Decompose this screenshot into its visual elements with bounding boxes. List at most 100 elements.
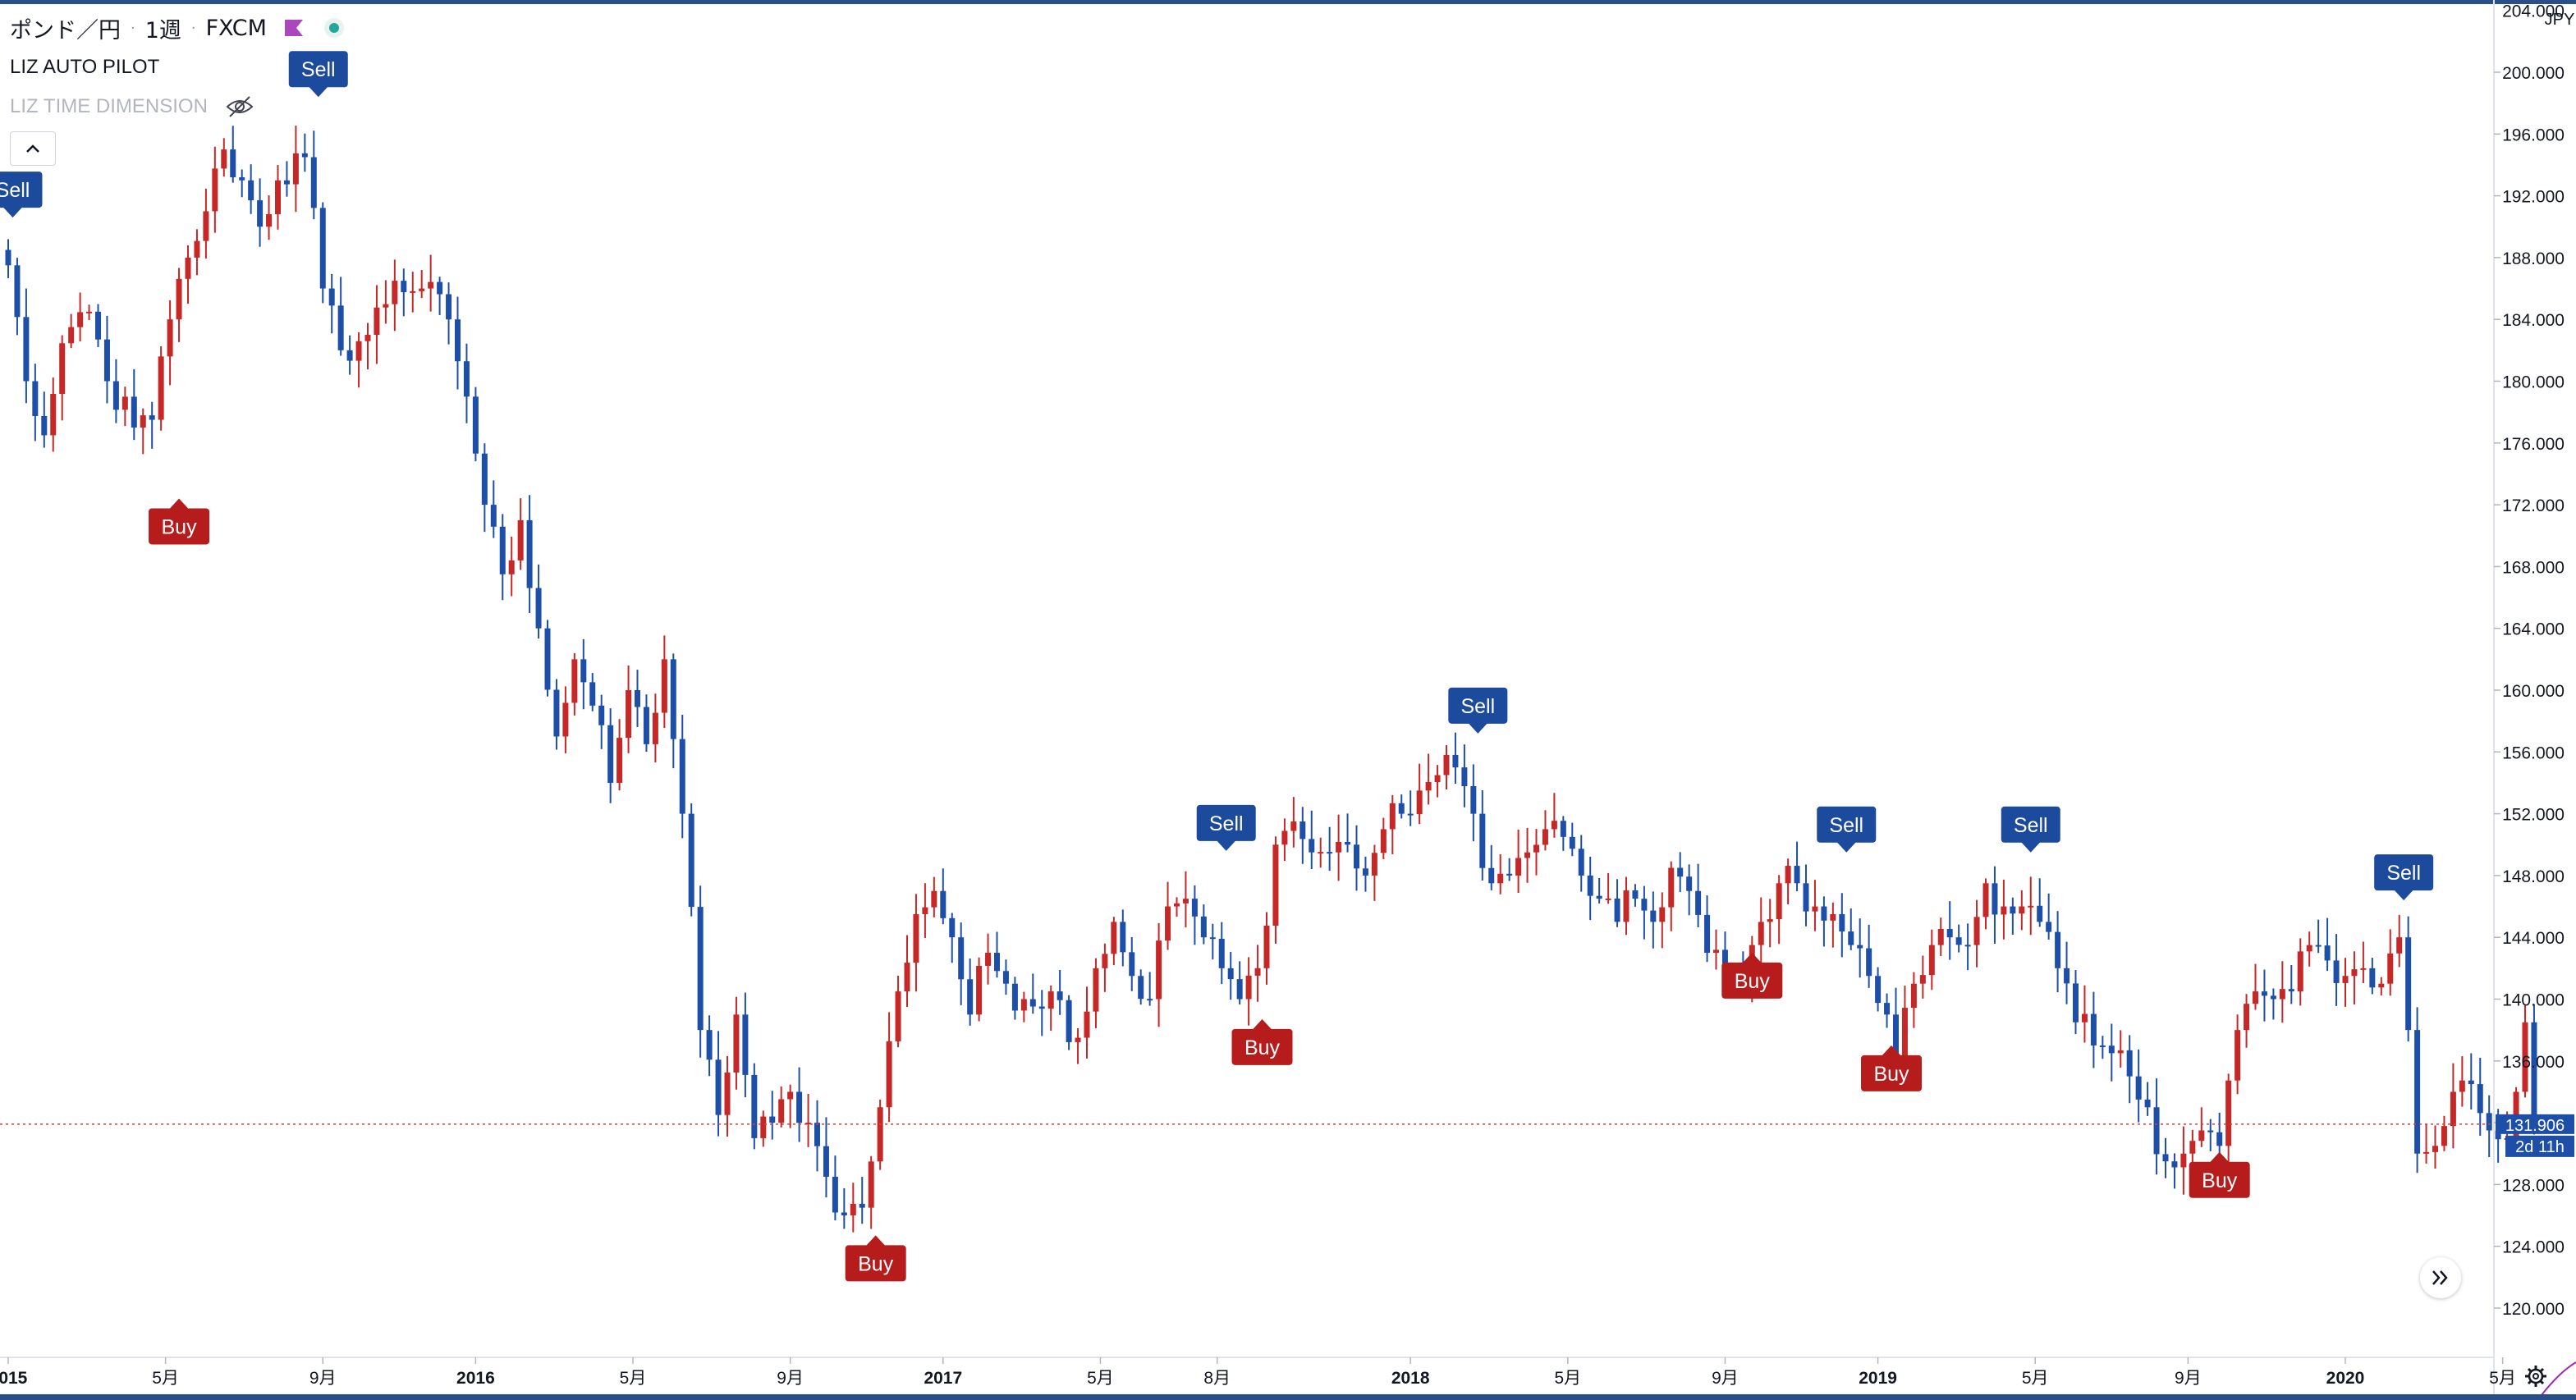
sell-signal-label[interactable]: Sell: [0, 172, 43, 218]
sell-label-pointer: [1216, 840, 1236, 851]
candle-body: [463, 361, 470, 397]
candle-body: [1542, 829, 1548, 845]
indicator-liz-time-dimension[interactable]: LIZ TIME DIMENSION: [10, 95, 254, 118]
candle-body: [1695, 890, 1702, 915]
candle-body: [2486, 1113, 2492, 1131]
buy-label-box: [1861, 1055, 1923, 1091]
buy-signal-label[interactable]: Buy: [1861, 1045, 1923, 1091]
candle-body: [1964, 945, 1971, 947]
buy-signal-label[interactable]: Buy: [1231, 1018, 1293, 1065]
buy-signal-label[interactable]: Buy: [2189, 1151, 2250, 1198]
indicator-label: LIZ TIME DIMENSION: [10, 95, 208, 117]
sell-label-box: [1817, 806, 1877, 843]
price-axis-label: 192.000: [2502, 188, 2565, 207]
candle-body: [1578, 849, 1584, 876]
time-axis-label: 5月: [2489, 1369, 2516, 1388]
time-axis[interactable]: 2015 5月 9月 2016 5月 9月 2017 5月 8月 2018 5月 9月 2019 5月 9月…: [0, 1357, 2516, 1388]
candle-body: [2306, 945, 2312, 952]
buy-label-box: [2189, 1161, 2250, 1198]
sell-label-box: [1196, 804, 1256, 841]
buy-signal-label[interactable]: Buy: [149, 498, 210, 545]
candle-body: [661, 659, 667, 713]
symbol-legend[interactable]: ポンド／円 · 1週 · FXCM: [10, 11, 344, 44]
candle-body: [949, 917, 956, 938]
candle-body: [1668, 867, 1675, 908]
current-price-value: 131.906: [2505, 1117, 2565, 1135]
candle-body: [149, 415, 155, 420]
symbol-name[interactable]: ポンド／円: [10, 17, 121, 43]
currency-label[interactable]: JPY: [2545, 11, 2575, 29]
candle-body: [1245, 975, 1252, 1000]
candle-body: [1623, 890, 1629, 922]
candle-body: [1309, 839, 1315, 853]
candle-body: [652, 712, 658, 744]
candle-body: [1785, 866, 1791, 884]
sell-signal-label[interactable]: Sell: [1817, 806, 1877, 853]
candle-body: [553, 689, 560, 737]
sell-label-box: [2374, 854, 2434, 891]
candle-body: [751, 1074, 758, 1138]
candle-body: [1812, 906, 1818, 912]
candle-body: [301, 153, 308, 158]
candle-body: [1120, 922, 1126, 953]
scroll-to-realtime-button[interactable]: [2420, 1257, 2461, 1298]
eye-hidden-icon[interactable]: [226, 95, 254, 118]
sell-signal-label[interactable]: Sell: [2374, 854, 2434, 901]
candle-body: [383, 304, 389, 308]
flag-icon[interactable]: [284, 20, 303, 36]
sell-label-text: Sell: [2014, 814, 2048, 837]
time-axis-label: 5月: [620, 1369, 647, 1388]
candle-body: [2162, 1154, 2169, 1162]
candle-body: [1506, 873, 1513, 876]
collapse-legend-button[interactable]: [10, 131, 56, 166]
candle-body: [1425, 782, 1432, 791]
candle-body: [976, 965, 983, 1015]
candle-body: [1029, 999, 1036, 1007]
candle-body: [1182, 899, 1189, 904]
candle-body: [2001, 906, 2007, 915]
candle-body: [688, 813, 694, 908]
candle-body: [1857, 945, 1863, 949]
candle-body: [140, 415, 146, 428]
candle-body: [626, 690, 632, 739]
candle-body: [1002, 971, 1009, 984]
candle-body: [2081, 1013, 2088, 1023]
candle-body: [535, 588, 542, 629]
buy-signal-label[interactable]: Buy: [845, 1235, 906, 1282]
candle-body: [1875, 976, 1882, 1004]
candle-body: [1299, 821, 1306, 840]
candle-body: [1470, 786, 1477, 814]
sell-signal-label[interactable]: Sell: [1196, 804, 1256, 851]
candle-body: [185, 257, 191, 279]
candle-body: [805, 1123, 812, 1125]
candle-body: [544, 628, 551, 690]
candle-body: [2288, 989, 2294, 992]
candle-body: [490, 505, 497, 527]
indicator-liz-auto-pilot[interactable]: LIZ AUTO PILOT: [10, 56, 160, 78]
candle-body: [1147, 999, 1153, 1001]
sell-signal-label[interactable]: Sell: [288, 51, 348, 98]
candle-body: [607, 725, 614, 783]
sell-signal-label[interactable]: Sell: [2001, 806, 2060, 853]
candle-body: [1362, 868, 1368, 876]
candle-body: [2010, 906, 2016, 914]
candle-body: [1416, 790, 1423, 815]
interval-label[interactable]: 1週: [144, 17, 181, 43]
buy-signal-label[interactable]: Buy: [1721, 952, 1783, 999]
buy-label-text: Buy: [1735, 970, 1771, 993]
market-status-icon[interactable]: [323, 18, 344, 38]
candle-body: [2261, 991, 2267, 996]
candle-body: [2216, 1132, 2223, 1146]
candle-body: [1955, 937, 1962, 945]
separator-dot: ·: [131, 19, 135, 37]
buy-label-pointer: [1252, 1018, 1272, 1030]
sell-label-pointer: [2, 207, 23, 218]
candle-body: [1020, 999, 1027, 1011]
candle-body: [1011, 983, 1018, 1011]
candle-body: [1281, 830, 1288, 845]
sell-label-pointer: [1836, 841, 1857, 853]
gear-icon[interactable]: [2523, 1364, 2548, 1389]
sell-signal-label[interactable]: Sell: [1448, 687, 1508, 734]
